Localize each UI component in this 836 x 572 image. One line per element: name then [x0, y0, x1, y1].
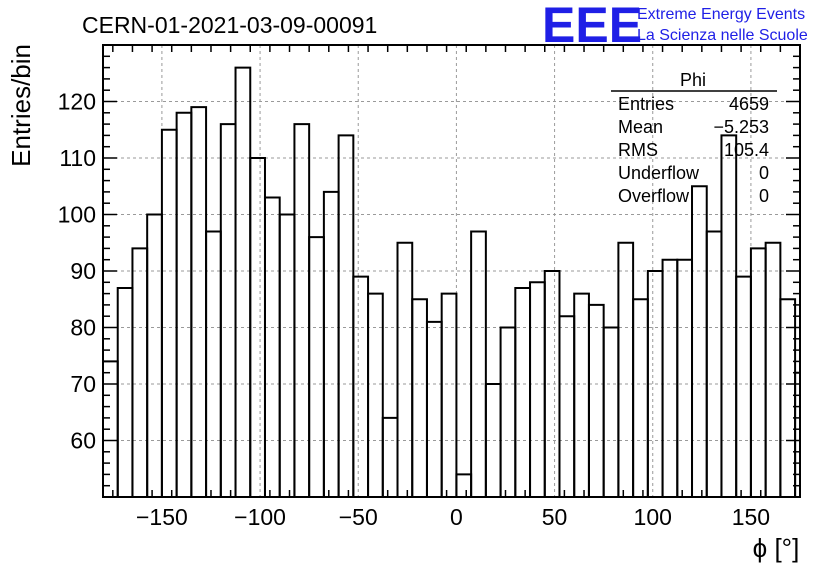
x-tick-label: 150	[732, 504, 770, 530]
y-tick-labels: 60 70 80 90 100 110 120	[58, 89, 96, 454]
histogram-bin	[425, 320, 443, 497]
histogram-bin	[514, 286, 532, 497]
histogram-bin	[749, 247, 767, 497]
histogram-bin	[455, 473, 473, 497]
histogram-bin	[764, 241, 782, 497]
histogram-bin	[691, 185, 708, 497]
logo-line-2: La Scienza nelle Scuole	[637, 27, 808, 44]
histogram-bin	[116, 286, 134, 497]
histogram-bin	[146, 213, 163, 497]
histogram-bin	[440, 292, 458, 497]
histogram-bin	[396, 241, 414, 497]
histogram-bin	[499, 326, 517, 497]
stats-value: 105.4	[724, 140, 769, 160]
histogram-bin	[278, 213, 296, 497]
histogram-bin	[587, 303, 605, 497]
y-tick-label: 100	[58, 202, 96, 228]
histogram-bin	[705, 230, 723, 497]
histogram-bin	[617, 241, 635, 497]
histogram-bin	[543, 270, 561, 497]
histogram-bin	[676, 258, 694, 497]
histogram-bin	[234, 66, 252, 497]
x-tick-label: 0	[450, 504, 463, 530]
x-tick-labels: −150 −100 −50 0 50 100 150	[136, 504, 770, 530]
stats-value: −5.253	[713, 117, 769, 137]
histogram-bin	[249, 157, 266, 497]
x-tick-label: −50	[339, 504, 378, 530]
histogram-bin	[219, 123, 237, 497]
y-axis-title: Entries/bin	[6, 44, 36, 167]
x-tick-label: 50	[542, 504, 568, 530]
logo-line-1: Extreme Energy Events	[637, 6, 805, 23]
chart-title: CERN-01-2021-03-09-00091	[82, 12, 377, 38]
x-axis-title: ϕ [°]	[753, 533, 800, 563]
histogram-bin	[735, 275, 752, 497]
y-tick-label: 90	[70, 258, 96, 284]
stats-rows: Entries 4659 Mean −5.253 RMS 105.4 Underflow 0 O…	[618, 94, 769, 206]
histogram-bin	[322, 190, 340, 497]
grid-lines	[103, 45, 800, 497]
stats-value: 4659	[729, 94, 769, 114]
histogram-bin	[381, 416, 399, 497]
histogram-bin	[779, 298, 797, 497]
histogram-bin	[470, 230, 487, 497]
stats-label: Underflow	[618, 163, 700, 183]
histogram-bin	[352, 275, 370, 497]
eee-logo: EEE Extreme Energy Events La Scienza nel…	[542, 0, 808, 53]
histogram-bin	[573, 292, 590, 497]
histogram-bin	[720, 134, 738, 497]
histogram-bin	[175, 111, 193, 497]
histogram-bin	[661, 258, 679, 497]
histogram-bin	[558, 315, 576, 497]
y-tick-label: 110	[59, 145, 96, 171]
y-tick-label: 70	[70, 371, 96, 397]
histogram-bin	[308, 236, 325, 497]
x-tick-label: −150	[136, 504, 188, 530]
stats-value: 0	[759, 186, 769, 206]
histogram-bin	[160, 128, 178, 497]
histogram-bin	[367, 292, 384, 497]
histogram-bin	[337, 134, 355, 497]
histogram-bars	[103, 66, 801, 497]
stats-title: Phi	[680, 70, 706, 90]
y-tick-label: 60	[70, 428, 96, 454]
histogram-bin	[263, 196, 281, 497]
histogram-bin	[131, 247, 149, 497]
histogram-bin	[293, 123, 311, 497]
x-tick-label: −100	[234, 504, 286, 530]
histogram-bin	[411, 298, 428, 497]
axis-ticks	[103, 44, 801, 497]
histogram-bin	[602, 326, 620, 497]
y-tick-label: 120	[58, 89, 96, 115]
histogram-bin	[632, 298, 649, 497]
stats-label: Entries	[618, 94, 674, 114]
x-tick-label: 100	[634, 504, 672, 530]
y-tick-label: 80	[70, 315, 96, 341]
stats-value: 0	[759, 163, 769, 183]
histogram-bin	[529, 281, 546, 497]
stats-box: Phi Entries 4659 Mean −5.253 RMS 105.4 Underfl…	[611, 70, 777, 206]
stats-label: Mean	[618, 117, 663, 137]
histogram-bin	[190, 106, 208, 497]
stats-label: Overflow	[618, 186, 690, 206]
stats-label: RMS	[618, 140, 658, 160]
